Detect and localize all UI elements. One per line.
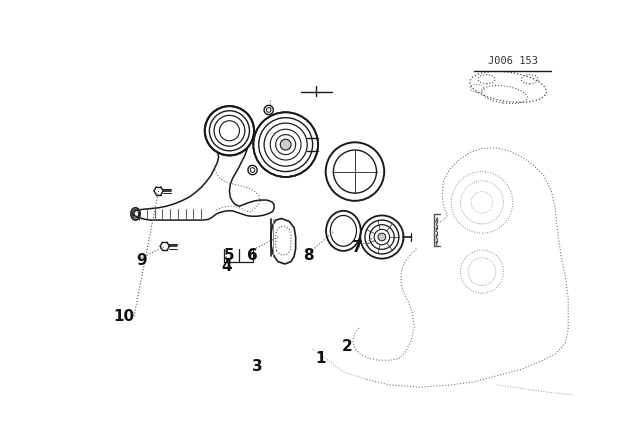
Text: 7: 7 bbox=[352, 240, 363, 255]
Text: 5: 5 bbox=[224, 248, 235, 263]
Text: 4: 4 bbox=[221, 259, 232, 274]
Text: 6: 6 bbox=[247, 248, 258, 263]
Text: 10: 10 bbox=[113, 309, 134, 324]
Ellipse shape bbox=[205, 106, 254, 155]
Text: 8: 8 bbox=[303, 248, 314, 263]
Text: 1: 1 bbox=[315, 351, 326, 366]
Text: 3: 3 bbox=[252, 359, 262, 374]
Text: J006 153: J006 153 bbox=[488, 56, 538, 66]
Ellipse shape bbox=[253, 112, 318, 177]
Ellipse shape bbox=[280, 139, 291, 150]
Text: 2: 2 bbox=[342, 339, 353, 354]
Ellipse shape bbox=[378, 233, 386, 241]
Text: 9: 9 bbox=[136, 253, 147, 267]
